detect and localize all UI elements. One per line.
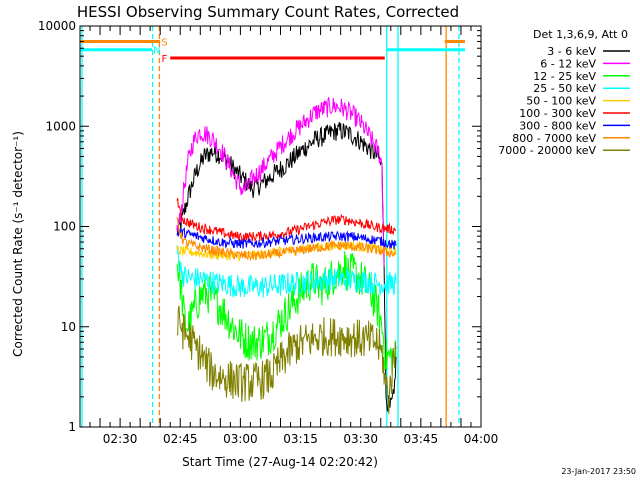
series-traces xyxy=(176,97,397,414)
legend-entry-label: 12 - 25 keV xyxy=(533,70,596,83)
x-tick-label: 03:30 xyxy=(343,432,378,446)
legend-entry-label: 7000 - 20000 keV xyxy=(498,144,596,157)
legend-entry-label: 100 - 300 keV xyxy=(519,107,596,120)
legend-entry-label: 25 - 50 keV xyxy=(533,82,596,95)
series-line-7 xyxy=(176,216,397,262)
x-tick-label: 03:15 xyxy=(283,432,318,446)
series-line-0 xyxy=(176,121,397,412)
legend-entry-label: 6 - 12 keV xyxy=(540,57,596,70)
x-tick-label: 02:45 xyxy=(163,432,198,446)
chart-title: HESSI Observing Summary Count Rates, Cor… xyxy=(77,3,459,21)
legend-entry-label: 300 - 800 keV xyxy=(519,119,596,132)
series-line-5 xyxy=(176,197,397,242)
y-tick-label: 10000 xyxy=(38,19,76,33)
y-tick-label: 10 xyxy=(61,320,76,334)
series-line-6 xyxy=(176,226,397,250)
series-line-1 xyxy=(176,97,385,267)
x-tick-label: 04:00 xyxy=(464,432,499,446)
axes: 1 10 100 1000 10000 02:30 02:45 03:00 03:15 03:30… xyxy=(38,19,498,446)
state-flag-n: N xyxy=(153,46,160,57)
series-line-8 xyxy=(176,305,397,414)
plot-area: SNF xyxy=(80,26,465,427)
x-tick-label: 03:00 xyxy=(223,432,258,446)
state-flag-f: F xyxy=(161,54,167,65)
y-axis-label: Corrected Count Rate (s⁻¹ detector⁻¹) xyxy=(11,131,25,357)
legend-entry-label: 50 - 100 keV xyxy=(526,95,596,108)
plot-frame xyxy=(79,25,482,428)
x-tick-label: 03:45 xyxy=(404,432,439,446)
series-line-4 xyxy=(176,239,397,263)
x-tick-label: 02:30 xyxy=(103,432,138,446)
legend-entry-label: 800 - 7000 keV xyxy=(512,132,596,145)
series-line-3 xyxy=(176,245,397,298)
x-axis-label: Start Time (27-Aug-14 02:20:42) xyxy=(182,455,378,469)
legend-title: Det 1,3,6,9, Att 0 xyxy=(533,28,628,41)
date-stamp: 23-Jan-2017 23:50 xyxy=(561,467,636,476)
state-flag-s: S xyxy=(161,38,167,49)
legend-entry-label: 3 - 6 keV xyxy=(547,45,596,58)
y-tick-label: 1000 xyxy=(45,119,76,133)
y-tick-label: 1 xyxy=(68,420,76,434)
y-tick-label: 100 xyxy=(53,220,76,234)
